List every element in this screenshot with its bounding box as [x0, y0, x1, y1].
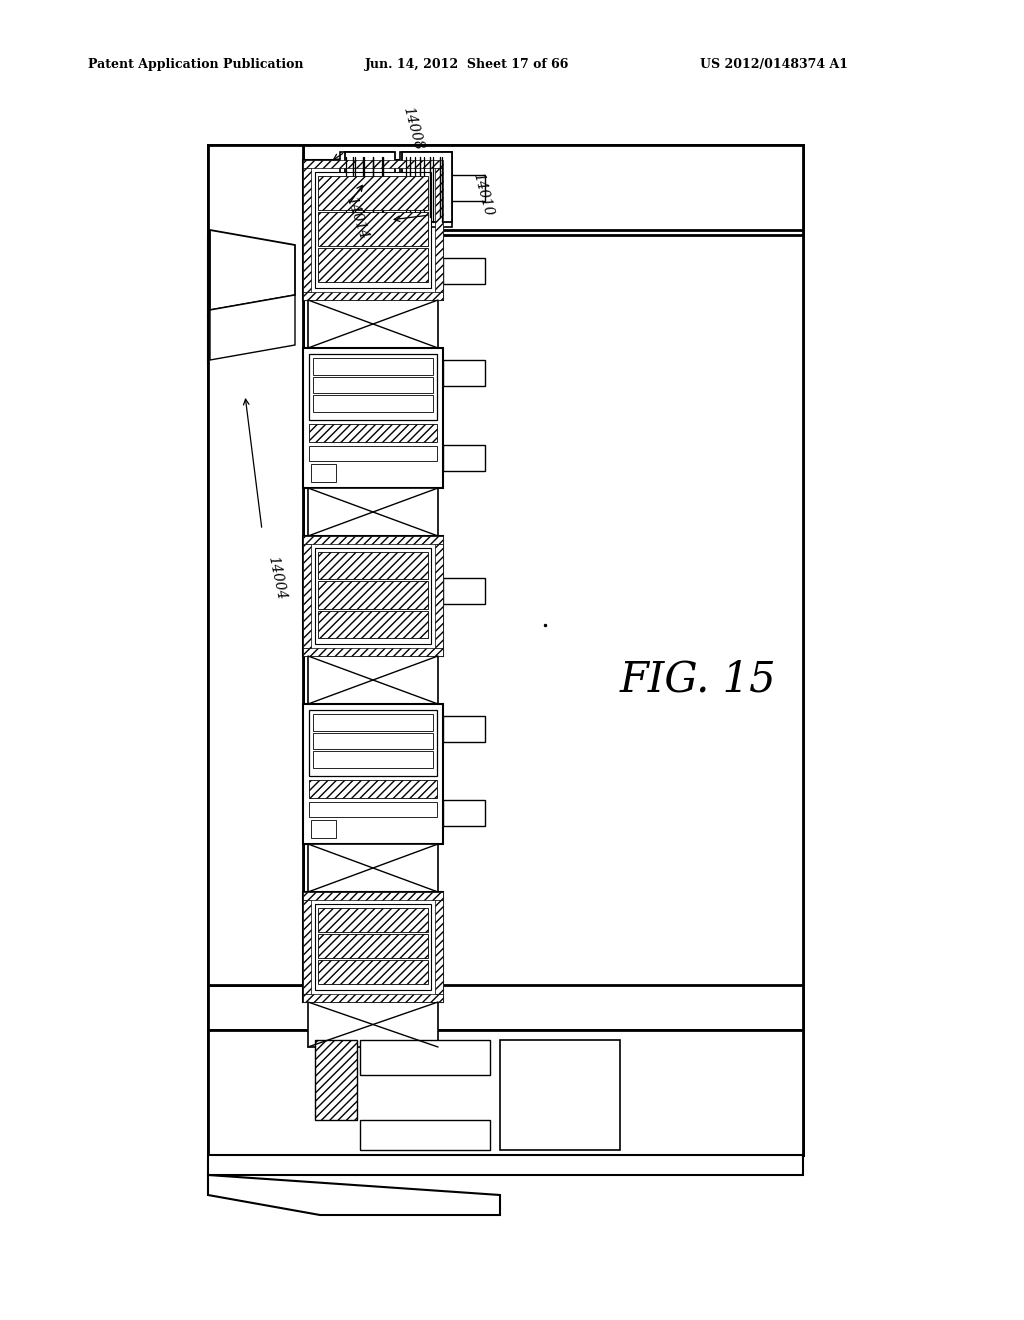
Bar: [311, 820, 336, 838]
Bar: [435, 544, 443, 648]
Bar: [303, 168, 311, 292]
Bar: [402, 152, 452, 222]
Bar: [308, 488, 438, 536]
Bar: [435, 168, 443, 292]
Bar: [303, 292, 443, 300]
Bar: [400, 152, 452, 227]
Bar: [208, 145, 803, 235]
Bar: [443, 176, 485, 201]
Text: 14008: 14008: [400, 106, 425, 152]
Bar: [303, 160, 443, 300]
Polygon shape: [210, 294, 295, 360]
Bar: [303, 648, 443, 656]
Bar: [443, 257, 485, 284]
Bar: [308, 843, 438, 892]
Bar: [303, 348, 443, 488]
Text: 14004: 14004: [265, 554, 288, 602]
Bar: [360, 1119, 490, 1150]
Bar: [313, 358, 433, 375]
Bar: [303, 900, 311, 994]
Bar: [318, 213, 428, 246]
Bar: [318, 248, 428, 282]
Bar: [309, 424, 437, 442]
Bar: [303, 536, 443, 544]
Bar: [443, 715, 485, 742]
Bar: [208, 145, 303, 985]
Bar: [340, 152, 392, 227]
Bar: [303, 536, 443, 656]
Bar: [308, 656, 438, 704]
Bar: [208, 145, 303, 985]
Bar: [318, 960, 428, 983]
Bar: [208, 985, 803, 1030]
Bar: [208, 1030, 803, 1155]
Bar: [318, 908, 428, 932]
Bar: [315, 904, 431, 990]
Bar: [303, 704, 443, 843]
Bar: [303, 994, 443, 1002]
Bar: [208, 145, 803, 1155]
Bar: [315, 1040, 357, 1119]
Polygon shape: [208, 235, 303, 315]
Polygon shape: [208, 305, 283, 366]
Bar: [308, 1002, 438, 1047]
Text: 14010: 14010: [470, 172, 495, 218]
Text: Jun. 14, 2012  Sheet 17 of 66: Jun. 14, 2012 Sheet 17 of 66: [365, 58, 569, 71]
Bar: [313, 751, 433, 768]
Bar: [318, 935, 428, 958]
Bar: [311, 465, 336, 482]
Bar: [309, 710, 437, 776]
Bar: [309, 354, 437, 420]
Bar: [313, 733, 433, 750]
Bar: [318, 611, 428, 638]
Bar: [443, 800, 485, 826]
Bar: [313, 395, 433, 412]
Bar: [303, 544, 311, 648]
Bar: [318, 581, 428, 609]
Text: Patent Application Publication: Patent Application Publication: [88, 58, 303, 71]
Bar: [303, 160, 443, 168]
Bar: [443, 360, 485, 385]
Bar: [345, 152, 395, 222]
Bar: [313, 714, 433, 731]
Bar: [309, 803, 437, 817]
Bar: [303, 892, 443, 1002]
Bar: [208, 1155, 803, 1175]
Bar: [318, 176, 428, 210]
Text: US 2012/0148374 A1: US 2012/0148374 A1: [700, 58, 848, 71]
Bar: [500, 1040, 620, 1150]
Bar: [309, 446, 437, 461]
Bar: [443, 445, 485, 471]
Bar: [313, 376, 433, 393]
Bar: [315, 172, 431, 288]
Polygon shape: [210, 230, 295, 310]
Bar: [208, 145, 803, 1155]
Bar: [360, 1040, 490, 1074]
Bar: [315, 548, 431, 644]
Bar: [308, 300, 438, 348]
Bar: [309, 780, 437, 799]
Text: FIG. 15: FIG. 15: [620, 659, 776, 701]
Polygon shape: [208, 1175, 500, 1214]
Bar: [443, 578, 485, 605]
Bar: [208, 145, 803, 230]
Bar: [435, 900, 443, 994]
Text: 14014: 14014: [343, 195, 370, 242]
Bar: [318, 552, 428, 579]
Bar: [303, 892, 443, 900]
